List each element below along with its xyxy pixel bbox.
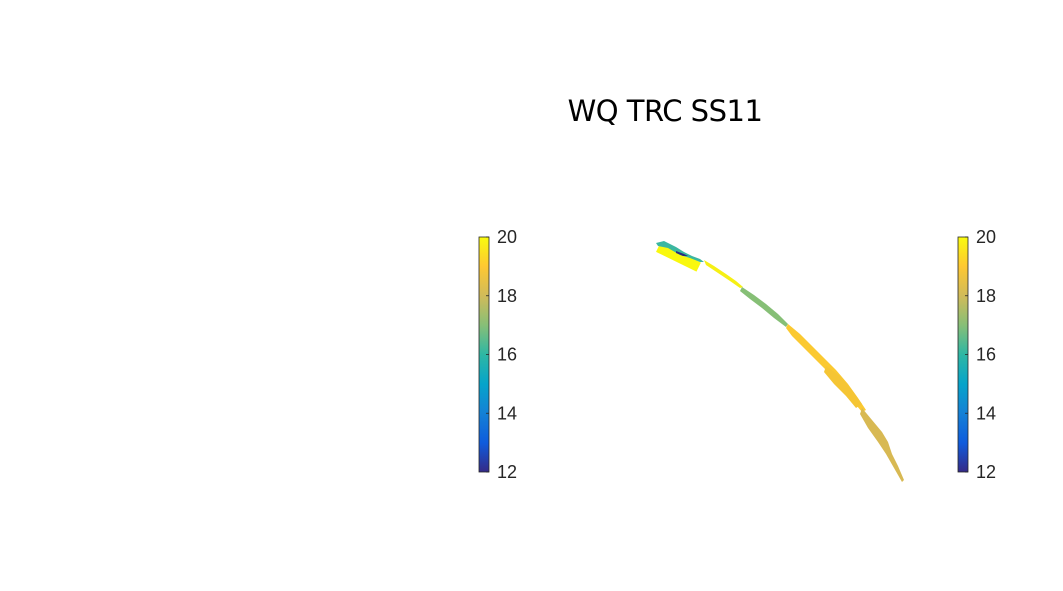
colorbar-tick-label: 18 (497, 286, 517, 306)
track-orange-wide (824, 366, 862, 408)
colorbar-tick-label: 20 (497, 227, 517, 247)
colorbar-tick-label: 16 (497, 345, 517, 365)
chart-title: WQ TRC SS11 (567, 94, 763, 128)
colorbar-tick-label: 16 (976, 345, 996, 365)
track-yellow-segment (704, 260, 743, 288)
track-dark-spot (676, 251, 688, 256)
colorbar-right: 20 18 16 14 12 (957, 227, 996, 482)
colorbar-left: 20 18 16 14 12 (478, 227, 517, 482)
track-rect-yellow (656, 242, 701, 272)
map-track (656, 241, 904, 482)
track-tan-segment (860, 408, 904, 482)
colorbar-tick-label: 14 (976, 403, 996, 423)
track-teal-start (656, 241, 704, 262)
colorbar-tick-label: 18 (976, 286, 996, 306)
colorbar-tick-label: 14 (497, 403, 517, 423)
colorbar-tick-label: 12 (976, 462, 996, 482)
track-green-segment (740, 287, 788, 327)
colorbar-tick-label: 12 (497, 462, 517, 482)
colorbar-tick-label: 20 (976, 227, 996, 247)
